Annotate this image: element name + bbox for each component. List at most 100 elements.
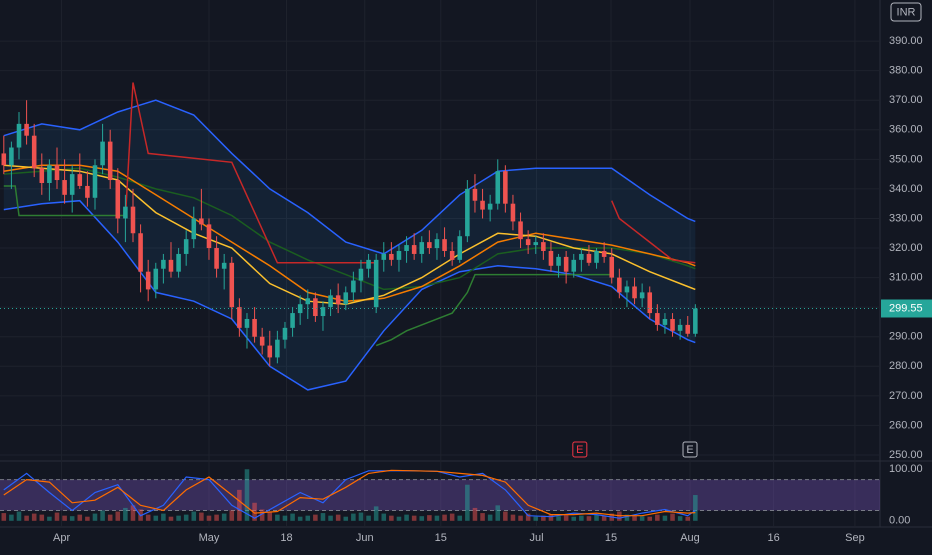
volume-bar bbox=[130, 505, 136, 521]
candle-body bbox=[1, 153, 7, 166]
volume-bar bbox=[541, 515, 546, 521]
candle-body bbox=[594, 250, 599, 263]
x-tick-label: Sep bbox=[845, 532, 865, 544]
candle-body bbox=[465, 188, 470, 237]
volume-bar bbox=[9, 514, 14, 521]
candle-body bbox=[24, 123, 29, 136]
candle-body bbox=[16, 123, 22, 148]
volume-bar bbox=[655, 514, 660, 521]
volume-bar bbox=[381, 513, 387, 521]
candle-body bbox=[267, 345, 273, 358]
volume-bar bbox=[434, 515, 440, 521]
volume-bar bbox=[662, 515, 668, 521]
volume-bar bbox=[145, 514, 151, 521]
volume-bar bbox=[442, 514, 447, 521]
candle-body bbox=[571, 259, 577, 272]
volume-bar bbox=[525, 513, 531, 521]
volume-bar bbox=[533, 516, 539, 521]
candle-body bbox=[389, 253, 394, 260]
candle-body bbox=[541, 242, 546, 251]
volume-bar bbox=[92, 513, 98, 521]
y-tick-label: 260.00 bbox=[889, 419, 923, 431]
candle-body bbox=[609, 256, 615, 278]
y-tick-label: 280.00 bbox=[889, 360, 923, 372]
candle-body bbox=[85, 185, 90, 198]
volume-bar bbox=[563, 515, 569, 521]
supertrend-line bbox=[124, 82, 696, 264]
candle-body bbox=[411, 245, 417, 254]
volume-bar bbox=[328, 515, 333, 521]
candle-body bbox=[624, 286, 630, 293]
candle-body bbox=[130, 206, 136, 234]
volume-bar bbox=[389, 515, 394, 521]
volume-bar bbox=[252, 502, 257, 521]
event-marker bbox=[682, 441, 698, 458]
currency-badge[interactable] bbox=[890, 2, 922, 22]
volume-bar bbox=[313, 514, 318, 521]
x-tick-label: 18 bbox=[280, 532, 292, 544]
volume-bar bbox=[320, 513, 326, 521]
candle-body bbox=[54, 165, 60, 181]
candle-body bbox=[115, 180, 121, 219]
volume-bar bbox=[1, 513, 7, 521]
y-tick-label: 390.00 bbox=[889, 35, 923, 47]
last-price-label: 299.55 bbox=[889, 302, 923, 314]
volume-bar bbox=[115, 511, 121, 521]
candle-body bbox=[434, 239, 440, 249]
volume-bar bbox=[480, 513, 485, 521]
x-tick-label: Jul bbox=[529, 532, 543, 544]
volume-bar bbox=[404, 514, 409, 521]
candle-body bbox=[670, 318, 675, 331]
volume-bar bbox=[693, 495, 698, 521]
volume-bar bbox=[579, 515, 584, 521]
volume-bar bbox=[54, 512, 60, 521]
candle-body bbox=[579, 253, 584, 260]
candle-body bbox=[617, 277, 622, 293]
volume-bar bbox=[24, 515, 29, 521]
event-label: E bbox=[686, 444, 693, 456]
volume-bar bbox=[168, 516, 174, 521]
x-tick-label: Apr bbox=[53, 532, 70, 544]
band-fill bbox=[3, 100, 696, 390]
volume-bar bbox=[259, 509, 265, 521]
candle-body bbox=[259, 336, 265, 346]
volume-bar bbox=[305, 515, 311, 521]
volume-bar bbox=[214, 514, 219, 521]
candle-body bbox=[586, 253, 592, 263]
oscillator-line bbox=[3, 469, 696, 517]
x-tick-label: 16 bbox=[767, 532, 779, 544]
volume-bar bbox=[221, 513, 227, 521]
y-tick-label: 370.00 bbox=[889, 94, 923, 106]
x-tick-label: 15 bbox=[435, 532, 447, 544]
y-tick-label: 310.00 bbox=[889, 272, 923, 284]
y-tick-label: 340.00 bbox=[889, 183, 923, 195]
candle-body bbox=[601, 250, 607, 257]
volume-bar bbox=[31, 513, 37, 521]
candle-body bbox=[199, 218, 204, 225]
oscillator-tick-label: 0.00 bbox=[889, 515, 910, 527]
volume-bar bbox=[47, 516, 52, 521]
candle-body bbox=[252, 318, 257, 337]
candle-body bbox=[480, 200, 485, 210]
candle-body bbox=[419, 242, 425, 254]
indicator-line bbox=[3, 167, 696, 291]
volume-bar bbox=[548, 514, 554, 521]
volume-bar bbox=[427, 515, 432, 521]
candle-body bbox=[176, 253, 181, 272]
candle-body bbox=[351, 280, 356, 293]
volume-bar bbox=[457, 515, 463, 521]
volume-bar bbox=[586, 516, 592, 521]
supertrend-line bbox=[3, 185, 612, 347]
candle-body bbox=[206, 224, 212, 249]
candle-body bbox=[123, 206, 128, 219]
candle-body bbox=[396, 250, 402, 260]
candle-body bbox=[442, 239, 447, 251]
volume-bar bbox=[123, 507, 128, 521]
volume-bar bbox=[487, 514, 493, 521]
candle-body bbox=[328, 295, 333, 308]
oscillator-tick-label: 100.00 bbox=[889, 463, 923, 475]
candle-body bbox=[495, 171, 501, 204]
candle-body bbox=[381, 253, 387, 260]
candle-body bbox=[31, 135, 37, 169]
